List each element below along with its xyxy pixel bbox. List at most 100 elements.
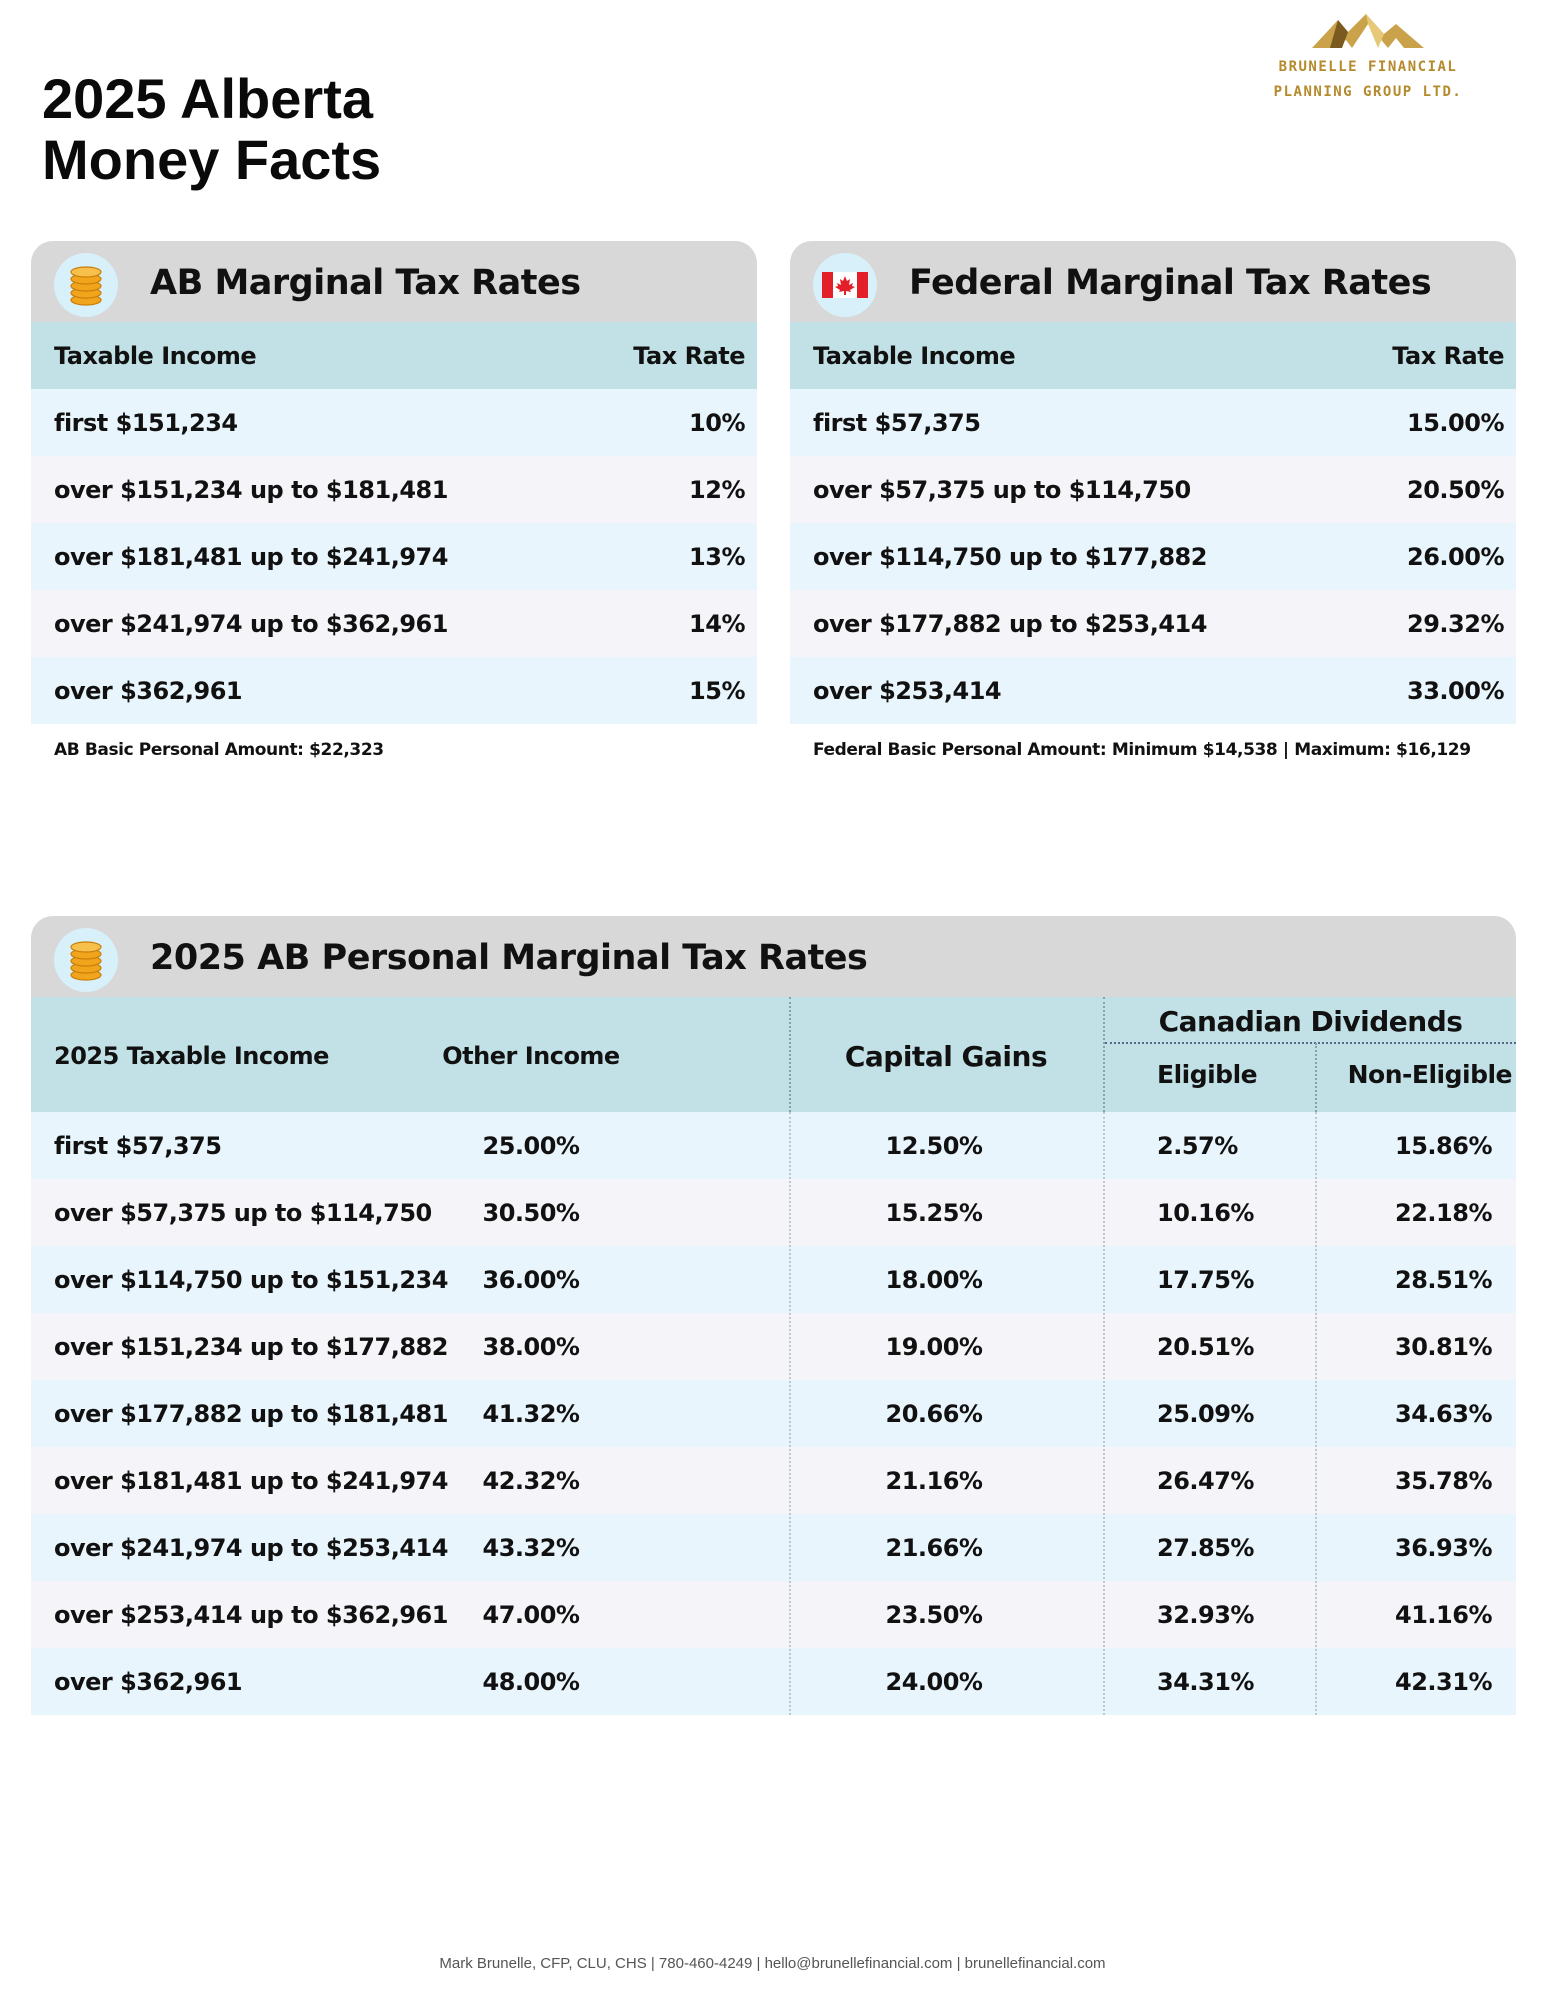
other-income-cell: 41.32% [482, 1400, 580, 1428]
col-eligible: Eligible [1157, 1060, 1258, 1089]
eligible-dividend-cell: 32.93% [1157, 1601, 1254, 1629]
income-cell: over $114,750 up to $151,234 [54, 1266, 448, 1294]
capital-gains-cell: 19.00% [885, 1333, 983, 1361]
ab-basic-personal-amount: AB Basic Personal Amount: $22,323 [54, 740, 384, 760]
table-row: over $362,961 48.00% 24.00% 34.31% 42.31% [31, 1648, 1516, 1715]
combined-table-header: 2025 Taxable Income Other Income Capital… [31, 997, 1516, 1112]
table-row: over $151,234 up to $177,882 38.00% 19.00%… [31, 1313, 1516, 1380]
federal-panel-header: Federal Marginal Tax Rates [790, 241, 1516, 322]
income-cell: over $114,750 up to $177,882 [813, 542, 1207, 571]
table-row: over $241,974 up to $362,961 14% [31, 590, 757, 657]
non-eligible-dividend-cell: 35.78% [1395, 1467, 1492, 1495]
rate-cell: 14% [689, 609, 745, 638]
income-cell: over $57,375 up to $114,750 [813, 475, 1191, 504]
rate-cell: 12% [689, 475, 745, 504]
coins-icon [54, 253, 118, 317]
canada-flag-icon [813, 253, 877, 317]
table-row: first $57,375 25.00% 12.50% 2.57% 15.86% [31, 1112, 1516, 1179]
rate-cell: 33.00% [1407, 676, 1504, 705]
col-taxable-income: Taxable Income [813, 341, 1016, 370]
logo-line2: PLANNING GROUP LTD. [1273, 84, 1463, 100]
rate-cell: 10% [689, 408, 745, 437]
rate-cell: 15.00% [1407, 408, 1504, 437]
other-income-cell: 48.00% [482, 1668, 580, 1696]
table-row: over $114,750 up to $151,234 36.00% 18.00%… [31, 1246, 1516, 1313]
eligible-dividend-cell: 26.47% [1157, 1467, 1254, 1495]
col-taxable-income: 2025 Taxable Income [54, 1042, 329, 1070]
eligible-dividend-cell: 10.16% [1157, 1199, 1254, 1227]
col-tax-rate: Tax Rate [633, 341, 745, 370]
income-cell: over $253,414 up to $362,961 [54, 1601, 448, 1629]
table-row: over $177,882 up to $181,481 41.32% 20.66%… [31, 1380, 1516, 1447]
table-row: over $57,375 up to $114,750 30.50% 15.25% 1… [31, 1179, 1516, 1246]
income-cell: over $362,961 [54, 676, 243, 705]
rate-cell: 15% [689, 676, 745, 705]
ab-panel-header: AB Marginal Tax Rates [31, 241, 757, 322]
other-income-cell: 38.00% [482, 1333, 580, 1361]
federal-tax-panel: Federal Marginal Tax Rates Taxable Incom… [790, 241, 1516, 760]
coins-icon [54, 928, 118, 992]
non-eligible-dividend-cell: 42.31% [1395, 1668, 1492, 1696]
other-income-cell: 36.00% [482, 1266, 580, 1294]
company-logo: BRUNELLE FINANCIAL PLANNING GROUP LTD. [1258, 14, 1478, 106]
non-eligible-dividend-cell: 30.81% [1395, 1333, 1492, 1361]
rate-cell: 13% [689, 542, 745, 571]
income-cell: over $241,974 up to $253,414 [54, 1534, 448, 1562]
non-eligible-dividend-cell: 15.86% [1395, 1132, 1492, 1160]
federal-table-header: Taxable Income Tax Rate [790, 322, 1516, 389]
federal-panel-title: Federal Marginal Tax Rates [909, 263, 1432, 303]
other-income-cell: 43.32% [482, 1534, 580, 1562]
income-cell: over $177,882 up to $181,481 [54, 1400, 448, 1428]
table-row: over $253,414 33.00% [790, 657, 1516, 724]
page-title: 2025 Alberta Money Facts [42, 68, 381, 190]
col-capital-gains: Capital Gains [844, 1040, 1048, 1073]
rate-cell: 29.32% [1407, 609, 1504, 638]
other-income-cell: 42.32% [482, 1467, 580, 1495]
capital-gains-cell: 15.25% [885, 1199, 983, 1227]
table-row: over $177,882 up to $253,414 29.32% [790, 590, 1516, 657]
eligible-dividend-cell: 17.75% [1157, 1266, 1254, 1294]
non-eligible-dividend-cell: 22.18% [1395, 1199, 1492, 1227]
non-eligible-dividend-cell: 36.93% [1395, 1534, 1492, 1562]
col-canadian-dividends: Canadian Dividends [1158, 1005, 1463, 1038]
combined-panel-title: 2025 AB Personal Marginal Tax Rates [150, 938, 868, 978]
non-eligible-dividend-cell: 34.63% [1395, 1400, 1492, 1428]
table-row: over $114,750 up to $177,882 26.00% [790, 523, 1516, 590]
table-row: over $151,234 up to $181,481 12% [31, 456, 757, 523]
income-cell: over $181,481 up to $241,974 [54, 542, 448, 571]
income-cell: over $151,234 up to $181,481 [54, 475, 448, 504]
capital-gains-cell: 20.66% [885, 1400, 983, 1428]
income-cell: over $57,375 up to $114,750 [54, 1199, 432, 1227]
ab-tax-panel: AB Marginal Tax Rates Taxable Income Tax… [31, 241, 757, 760]
table-row: over $57,375 up to $114,750 20.50% [790, 456, 1516, 523]
capital-gains-cell: 24.00% [885, 1668, 983, 1696]
col-tax-rate: Tax Rate [1392, 341, 1504, 370]
table-row: first $57,375 15.00% [790, 389, 1516, 456]
non-eligible-dividend-cell: 41.16% [1395, 1601, 1492, 1629]
income-cell: first $57,375 [813, 408, 981, 437]
federal-basic-personal-amount: Federal Basic Personal Amount: Minimum $… [813, 740, 1471, 760]
eligible-dividend-cell: 34.31% [1157, 1668, 1254, 1696]
capital-gains-cell: 23.50% [885, 1601, 983, 1629]
capital-gains-cell: 18.00% [885, 1266, 983, 1294]
income-cell: over $181,481 up to $241,974 [54, 1467, 448, 1495]
income-cell: over $241,974 up to $362,961 [54, 609, 448, 638]
eligible-dividend-cell: 2.57% [1157, 1132, 1238, 1160]
ab-table-header: Taxable Income Tax Rate [31, 322, 757, 389]
non-eligible-dividend-cell: 28.51% [1395, 1266, 1492, 1294]
table-row: first $151,234 10% [31, 389, 757, 456]
rate-cell: 26.00% [1407, 542, 1504, 571]
footer-contact: Mark Brunelle, CFP, CLU, CHS | 780-460-4… [439, 1955, 1106, 1972]
capital-gains-cell: 21.66% [885, 1534, 983, 1562]
rate-cell: 20.50% [1407, 475, 1504, 504]
ab-panel-title: AB Marginal Tax Rates [150, 263, 581, 303]
eligible-dividend-cell: 25.09% [1157, 1400, 1254, 1428]
table-row: over $362,961 15% [31, 657, 757, 724]
income-cell: over $253,414 [813, 676, 1002, 705]
combined-panel-header: 2025 AB Personal Marginal Tax Rates [31, 916, 1516, 997]
income-cell: over $177,882 up to $253,414 [813, 609, 1207, 638]
capital-gains-cell: 12.50% [885, 1132, 983, 1160]
page-title-line2: Money Facts [42, 128, 382, 191]
income-cell: first $151,234 [54, 408, 238, 437]
income-cell: first $57,375 [54, 1132, 222, 1160]
